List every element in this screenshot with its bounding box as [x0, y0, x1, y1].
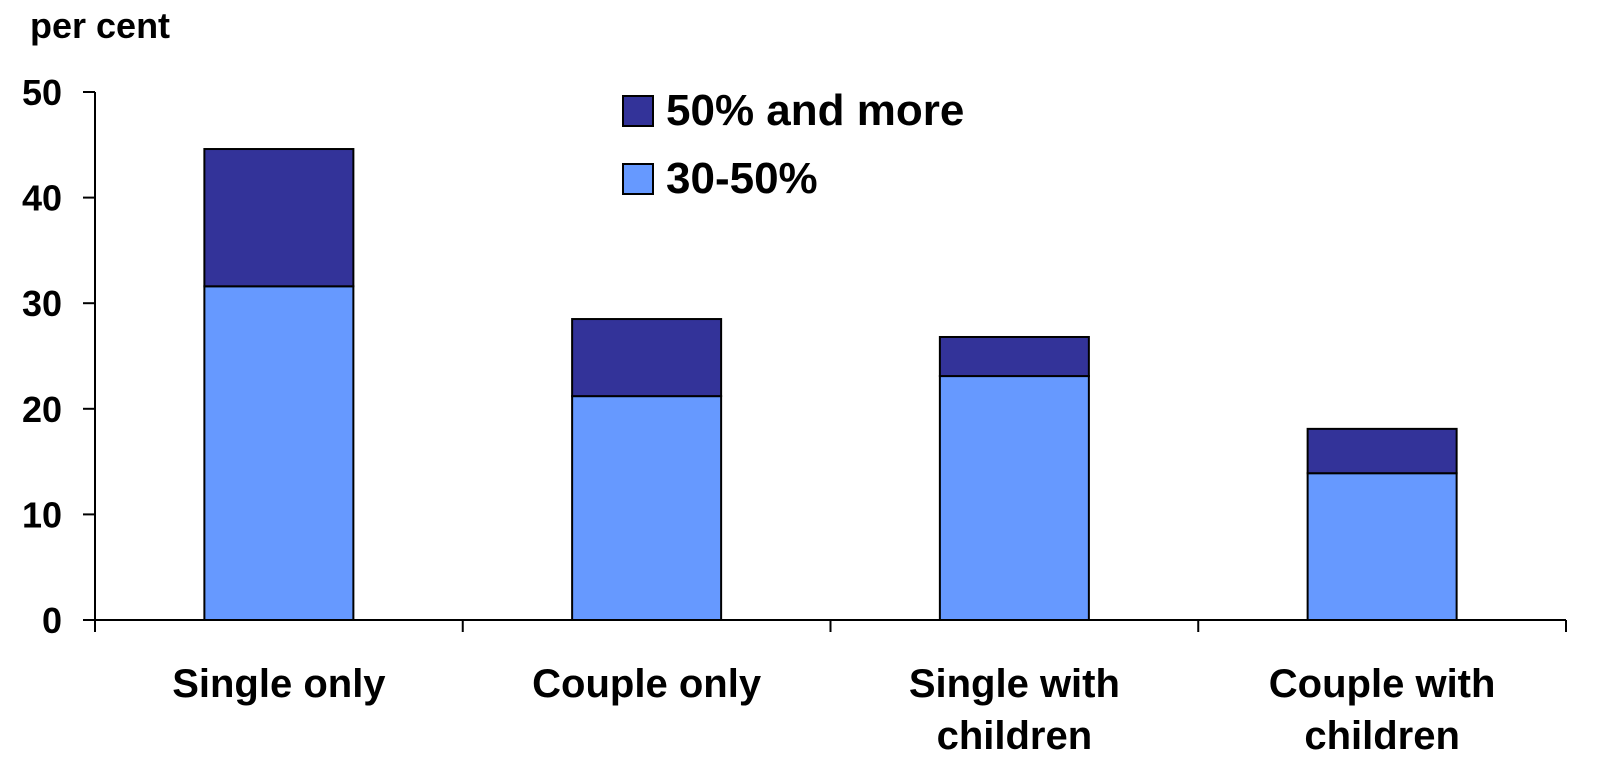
bar-segment — [203, 148, 355, 288]
legend-swatch — [622, 95, 654, 127]
y-tick-label: 50 — [22, 72, 62, 113]
bar-segment — [203, 285, 355, 621]
y-tick-label: 20 — [22, 389, 62, 430]
y-axis-label: per cent — [30, 5, 170, 46]
bars — [203, 148, 1458, 621]
x-category-label: Single with — [909, 662, 1120, 706]
legend-swatch — [622, 163, 654, 195]
x-category-label: Single only — [172, 662, 386, 706]
y-tick-label: 0 — [42, 600, 62, 641]
y-tick-label: 40 — [22, 178, 62, 219]
bar-segment — [1306, 472, 1458, 621]
x-category-label: Couple with — [1269, 662, 1496, 706]
bar-segment — [571, 318, 723, 398]
bar-segment — [938, 375, 1090, 621]
y-tick-label: 30 — [22, 283, 62, 324]
x-category-label: Couple only — [532, 662, 762, 706]
x-category-label: children — [1304, 714, 1460, 758]
bar-segment — [938, 335, 1090, 378]
y-tick-label: 10 — [22, 494, 62, 535]
legend-label: 30-50% — [666, 154, 818, 203]
legend: 50% and more 30-50% — [622, 86, 964, 203]
axes: 0 10 20 30 40 50 Single only Couple only Single … — [22, 72, 1567, 758]
x-category-label: children — [937, 714, 1093, 758]
bar-segment — [1306, 427, 1458, 475]
bar-segment — [571, 395, 723, 621]
legend-label: 50% and more — [666, 86, 964, 135]
